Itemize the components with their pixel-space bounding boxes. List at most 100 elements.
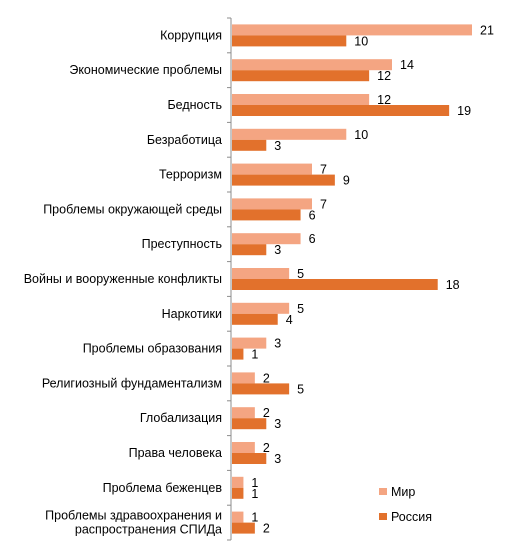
value-label-russia: 9 xyxy=(343,174,350,188)
value-label-mir: 1 xyxy=(251,476,258,490)
bar-mir xyxy=(232,163,312,175)
category-label-line: Коррупция xyxy=(160,28,222,42)
bar-mir xyxy=(232,268,290,279)
value-label-mir: 7 xyxy=(320,163,327,177)
category-label: Проблема беженцев xyxy=(103,481,223,495)
category-label: Терроризм xyxy=(159,168,222,182)
value-label-russia: 1 xyxy=(251,487,258,501)
category-label-line: Безработица xyxy=(147,133,222,147)
bar-russia xyxy=(232,209,301,221)
bar-mir xyxy=(232,59,392,71)
bar-russia xyxy=(232,35,347,47)
bar-mir xyxy=(232,337,267,349)
value-label-mir: 21 xyxy=(480,23,494,37)
bar-russia xyxy=(232,70,370,82)
category-label: Преступность xyxy=(142,237,222,251)
value-label-mir: 6 xyxy=(309,232,316,246)
bar-russia xyxy=(232,487,244,499)
value-label-mir: 14 xyxy=(400,58,414,72)
value-label-russia: 18 xyxy=(446,278,460,292)
category-label-line: Проблемы здравоохранения и xyxy=(45,509,222,523)
value-label-russia: 3 xyxy=(274,452,281,466)
bar-mir xyxy=(232,511,244,523)
category-label: Права человека xyxy=(129,446,222,460)
bar-russia xyxy=(232,418,267,430)
bar-mir xyxy=(232,442,255,453)
bar-russia xyxy=(232,105,450,116)
bars-layer xyxy=(232,24,472,534)
value-label-russia: 6 xyxy=(309,208,316,222)
value-label-russia: 3 xyxy=(274,243,281,257)
value-label-mir: 7 xyxy=(320,197,327,211)
bar-russia xyxy=(232,279,438,290)
category-label: Проблемы окружающей среды xyxy=(43,202,222,216)
value-label-russia: 5 xyxy=(297,382,304,396)
value-label-mir: 12 xyxy=(377,93,391,107)
category-label: Экономические проблемы xyxy=(69,63,222,77)
value-label-mir: 10 xyxy=(354,128,368,142)
category-label: Войны и вооруженные конфликты xyxy=(24,272,222,286)
category-label-line: Глобализация xyxy=(140,411,222,425)
bar-russia xyxy=(232,522,255,534)
value-label-russia: 4 xyxy=(286,313,293,327)
bar-mir xyxy=(232,407,255,419)
category-label-line: Проблема беженцев xyxy=(103,481,223,495)
category-label: Религиозный фундаментализм xyxy=(42,376,222,390)
category-label-line: распространения СПИДа xyxy=(75,523,222,537)
value-label-mir: 2 xyxy=(263,406,270,420)
bar-russia xyxy=(232,139,267,151)
bar-russia xyxy=(232,244,267,256)
category-label-line: Войны и вооруженные конфликты xyxy=(24,272,222,286)
bar-mir xyxy=(232,128,347,140)
bar-russia xyxy=(232,383,290,395)
bar-mir xyxy=(232,302,290,314)
value-label-mir: 5 xyxy=(297,302,304,316)
bar-mir xyxy=(232,24,472,36)
value-label-russia: 12 xyxy=(377,69,391,83)
value-label-russia: 3 xyxy=(274,417,281,431)
value-label-mir: 1 xyxy=(251,511,258,525)
category-label-line: Бедность xyxy=(167,98,222,112)
bar-mir xyxy=(232,476,244,488)
category-label-line: Религиозный фундаментализм xyxy=(42,376,222,390)
category-label: Глобализация xyxy=(140,411,222,425)
category-label-line: Наркотики xyxy=(162,307,222,321)
category-label: Безработица xyxy=(147,133,222,147)
category-label-line: Преступность xyxy=(142,237,222,251)
legend-label-russia: Россия xyxy=(391,510,432,524)
value-label-mir: 3 xyxy=(274,337,281,351)
category-label-line: Права человека xyxy=(129,446,222,460)
legend-label-mir: Мир xyxy=(391,485,415,499)
category-label-line: Проблемы образования xyxy=(83,342,222,356)
bar-mir xyxy=(232,233,301,245)
category-label-line: Экономические проблемы xyxy=(69,63,222,77)
value-label-russia: 2 xyxy=(263,522,270,536)
category-label-line: Проблемы окружающей среды xyxy=(43,202,222,216)
value-label-mir: 2 xyxy=(263,441,270,455)
value-label-mir: 2 xyxy=(263,371,270,385)
bar-mir xyxy=(232,94,370,105)
value-label-russia: 3 xyxy=(274,139,281,153)
category-label: Проблемы образования xyxy=(83,342,222,356)
legend-swatch-mir xyxy=(379,488,387,495)
bar-russia xyxy=(232,174,335,186)
value-label-russia: 1 xyxy=(251,348,258,362)
category-label: Наркотики xyxy=(162,307,222,321)
value-label-russia: 10 xyxy=(354,34,368,48)
bar-russia xyxy=(232,453,267,464)
legend: Мир Россия xyxy=(379,485,432,524)
bar-mir xyxy=(232,198,312,210)
category-label-line: Терроризм xyxy=(159,168,222,182)
axis-layer xyxy=(227,17,232,541)
bar-russia xyxy=(232,313,278,325)
category-label: Коррупция xyxy=(160,28,222,42)
bar-mir xyxy=(232,372,255,384)
category-label: Бедность xyxy=(167,98,222,112)
category-label: Проблемы здравоохранения и распространени… xyxy=(45,509,222,537)
bar-russia xyxy=(232,348,244,360)
value-label-russia: 19 xyxy=(457,104,471,118)
legend-swatch-russia xyxy=(379,513,387,520)
value-label-mir: 5 xyxy=(297,267,304,281)
